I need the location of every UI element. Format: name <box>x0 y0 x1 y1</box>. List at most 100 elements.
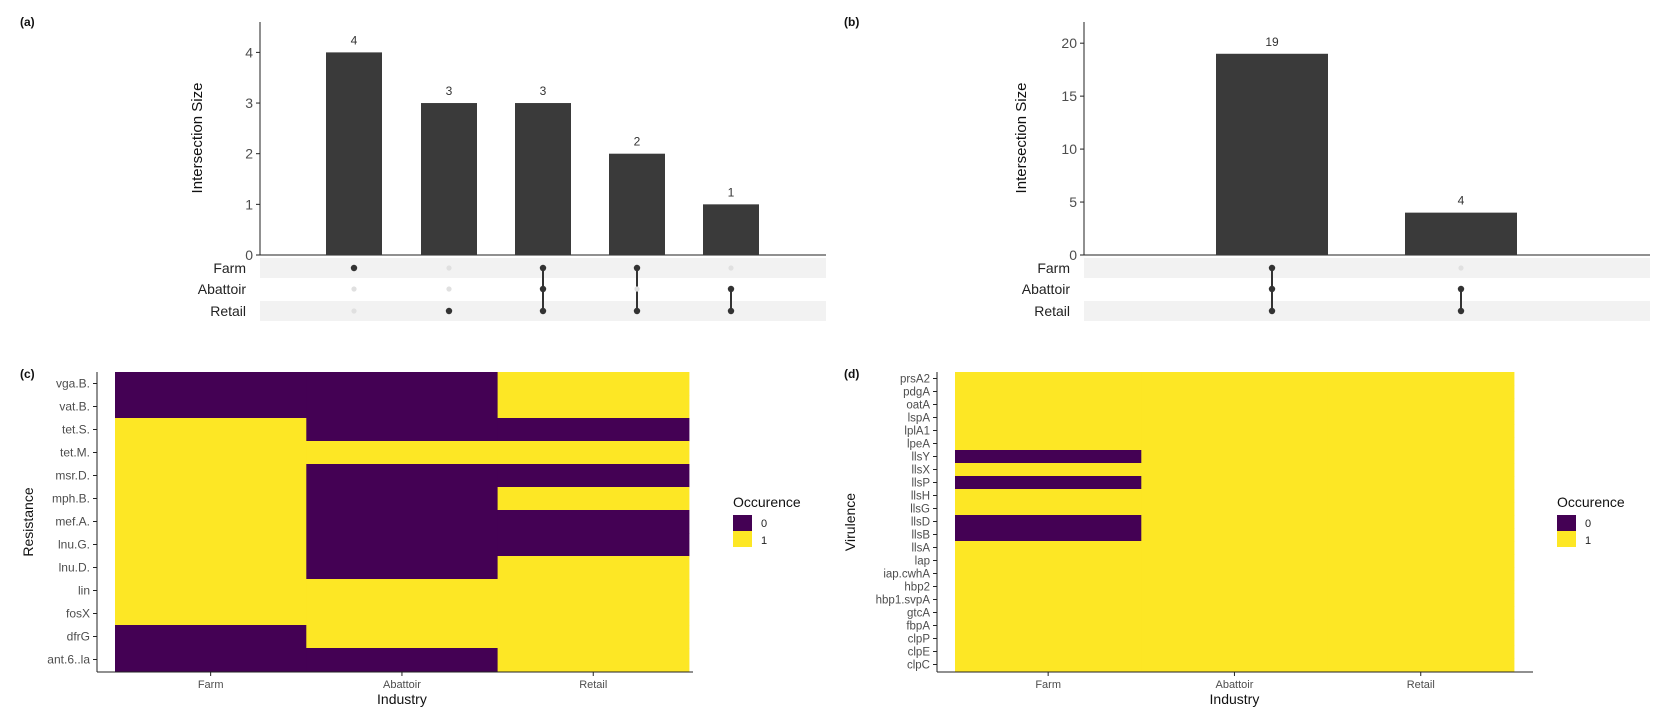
heatmap-cell <box>1327 424 1515 438</box>
heatmap-cell <box>1327 450 1515 464</box>
row-label: llsB <box>911 530 930 542</box>
heatmap-cell <box>306 487 499 511</box>
row-label: llsX <box>911 465 930 477</box>
heatmap-cell <box>497 418 690 442</box>
heatmap-cell <box>115 625 307 649</box>
y-tick-label: 0 <box>245 247 253 263</box>
y-tick-label: 4 <box>245 44 253 60</box>
heatmap-cell <box>306 395 499 419</box>
heatmap-cell <box>955 411 1142 425</box>
row-label: hbp1.svpA <box>876 595 931 607</box>
heatmap-cell <box>955 567 1142 581</box>
heatmap-cell <box>955 398 1142 412</box>
legend-label-1: 1 <box>1585 535 1591 547</box>
heatmap-cell <box>306 510 499 534</box>
bar <box>609 153 665 255</box>
bar-value-label: 19 <box>1265 35 1279 49</box>
panel-label: (d) <box>844 367 859 381</box>
heatmap-cell <box>497 487 690 511</box>
heatmap-cell <box>1141 580 1329 594</box>
heatmap-cell <box>955 424 1142 438</box>
heatmap-cell <box>115 395 307 419</box>
heatmap-cell <box>1327 463 1515 477</box>
heatmap-cell <box>115 464 307 488</box>
heatmap-cell <box>1141 645 1329 659</box>
x-axis-title: Industry <box>377 691 427 707</box>
matrix-dot-filled <box>1457 285 1465 293</box>
set-label: Abattoir <box>1022 281 1071 297</box>
y-tick-label: 15 <box>1061 88 1077 104</box>
heatmap-cell <box>1327 528 1515 542</box>
heatmap-cell <box>497 441 690 465</box>
matrix-dot-filled <box>539 285 547 293</box>
bar-value-label: 3 <box>540 84 547 98</box>
row-label: lap <box>915 556 930 568</box>
column-label: Farm <box>198 679 224 691</box>
matrix-dot-filled <box>1268 307 1276 315</box>
heatmap-cell <box>1141 658 1329 672</box>
heatmap-cell <box>115 533 307 557</box>
matrix-dot-empty <box>1458 265 1464 271</box>
bar <box>326 52 382 256</box>
heatmap-cell <box>1141 528 1329 542</box>
heatmap-cell <box>497 510 690 534</box>
row-label: hbp2 <box>904 582 930 594</box>
heatmap-cell <box>955 385 1142 399</box>
y-tick-label: 5 <box>1069 194 1077 210</box>
heatmap-cell <box>115 487 307 511</box>
matrix-dot-filled <box>539 307 547 315</box>
heatmap-cell <box>1327 645 1515 659</box>
y-axis-title: Intersection Size <box>189 83 206 194</box>
bar-value-label: 4 <box>1458 194 1465 208</box>
bar-value-label: 3 <box>446 84 453 98</box>
heatmap-cell <box>1327 541 1515 555</box>
bar-value-label: 2 <box>634 135 641 149</box>
set-label: Farm <box>1037 260 1070 276</box>
heatmap-cell <box>306 372 499 396</box>
heatmap-cell <box>1141 502 1329 516</box>
row-label: pdgA <box>903 387 930 399</box>
heatmap-cell <box>1141 450 1329 464</box>
heatmap-cell <box>1141 476 1329 490</box>
heatmap-cell <box>1327 580 1515 594</box>
heatmap-cell <box>1141 619 1329 633</box>
heatmap-cell <box>1327 554 1515 568</box>
row-label: llsH <box>911 491 930 503</box>
matrix-dot-empty <box>446 286 452 292</box>
y-tick-label: 1 <box>245 196 253 212</box>
row-label: vat.B. <box>59 400 90 414</box>
heatmap-cell <box>1141 515 1329 529</box>
heatmap-cell <box>1327 372 1515 386</box>
heatmap-cell <box>306 464 499 488</box>
row-label: vga.B. <box>56 377 90 391</box>
heatmap-cell <box>115 602 307 626</box>
row-label: lplA1 <box>904 426 930 438</box>
heatmap-cell <box>955 489 1142 503</box>
heatmap-cell <box>115 648 307 672</box>
heatmap-cell <box>955 437 1142 451</box>
heatmap-cell <box>955 528 1142 542</box>
row-label: msr.D. <box>55 469 90 483</box>
row-label: fbpA <box>906 621 930 633</box>
set-label: Abattoir <box>198 281 247 297</box>
bar <box>421 103 477 255</box>
heatmap-cell <box>1327 489 1515 503</box>
heatmap-cell <box>1141 437 1329 451</box>
heatmap-cell <box>1327 411 1515 425</box>
heatmap-cell <box>955 515 1142 529</box>
legend-title: Occurence <box>733 494 801 510</box>
matrix-dot-empty <box>446 265 452 271</box>
legend-key-1 <box>733 531 752 547</box>
panel-label: (c) <box>20 367 35 381</box>
matrix-dot-empty <box>634 286 640 292</box>
heatmap-cell <box>955 580 1142 594</box>
row-label: clpC <box>907 660 930 672</box>
heatmap-cell <box>497 579 690 603</box>
matrix-dot-filled <box>539 264 547 272</box>
heatmap-cell <box>1141 385 1329 399</box>
heatmap-cell <box>1141 554 1329 568</box>
heatmap-cell <box>306 648 499 672</box>
heatmap-cell <box>955 554 1142 568</box>
row-label: llsD <box>911 517 930 529</box>
row-label: oatA <box>906 400 930 412</box>
